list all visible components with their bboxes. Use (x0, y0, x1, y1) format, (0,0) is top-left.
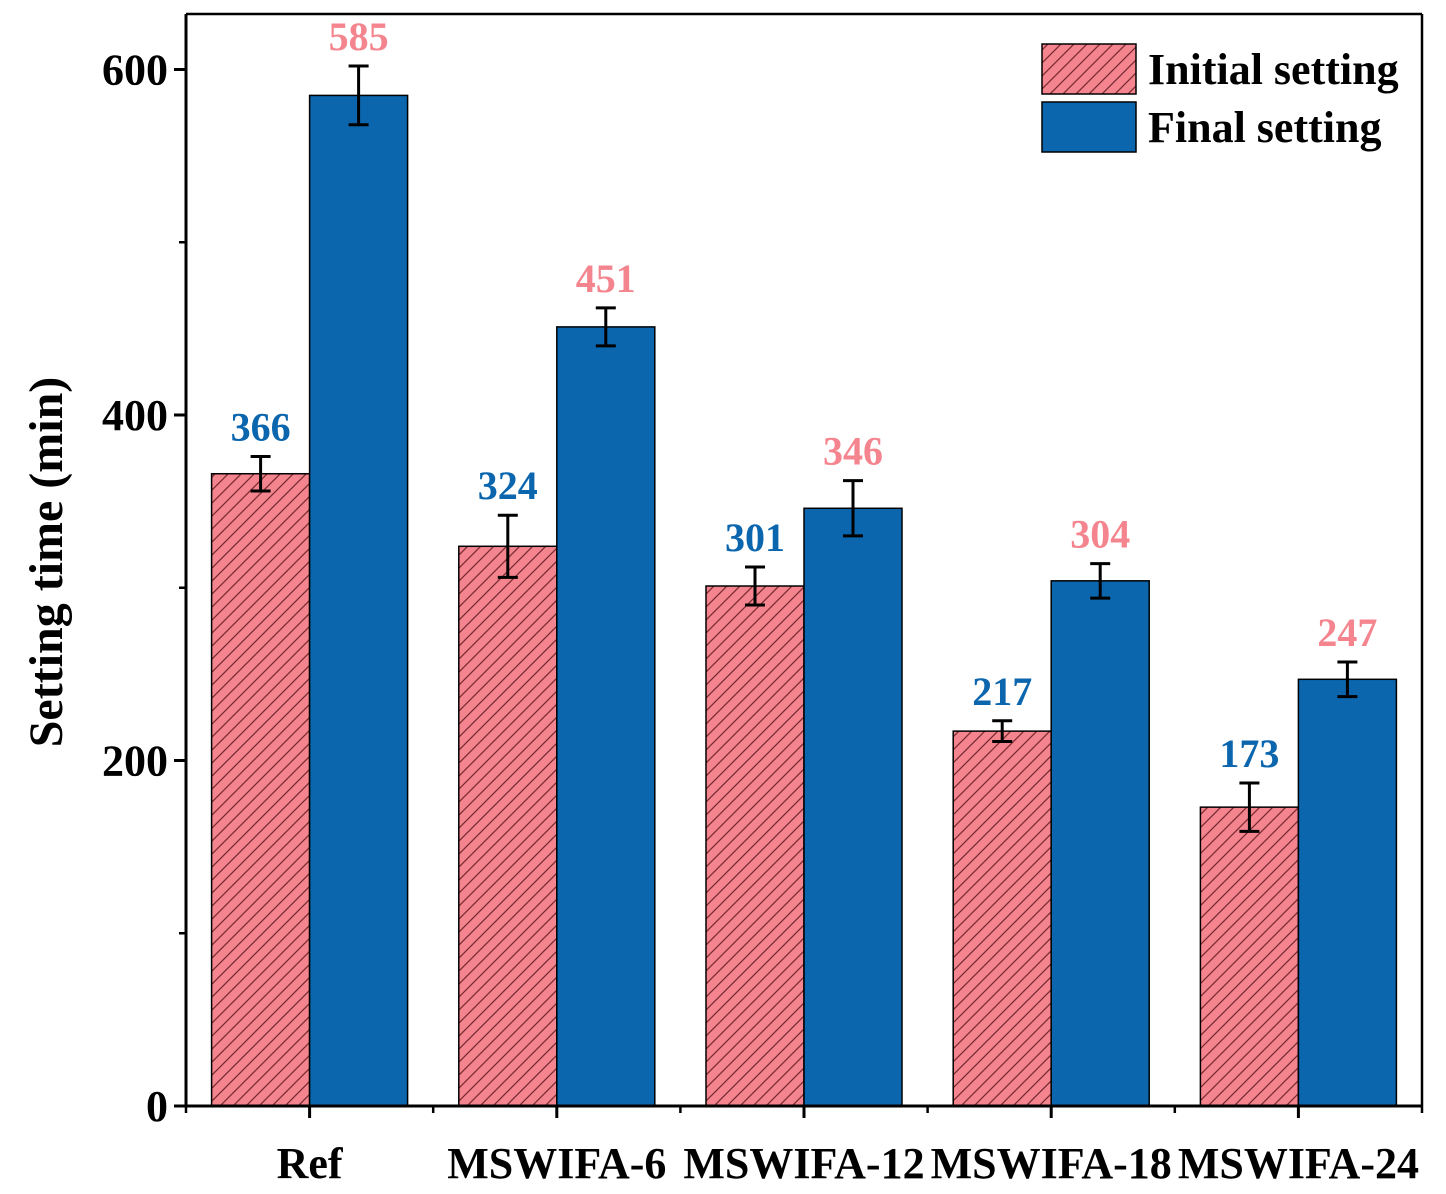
data-label: 173 (1219, 731, 1279, 776)
legend-label-final: Final setting (1148, 103, 1381, 152)
data-label: 451 (576, 256, 636, 301)
y-tick-label: 0 (146, 1082, 168, 1131)
bar-final-ref (308, 94, 409, 1107)
y-axis-title: Setting time (min) (20, 377, 73, 748)
x-tick-label: MSWIFA-12 (683, 1139, 924, 1188)
data-label: 346 (823, 429, 883, 474)
x-tick-label: MSWIFA-24 (1178, 1139, 1419, 1188)
data-label: 324 (478, 463, 538, 508)
legend-swatch-initial (1041, 43, 1137, 95)
legend-swatch-final (1041, 101, 1137, 153)
bar-final-mswifa-12 (803, 507, 903, 1107)
bar-final-mswifa-18 (1050, 580, 1150, 1107)
legend: Initial setting Final setting (1041, 43, 1399, 153)
y-tick-label: 400 (102, 391, 168, 440)
bar-initial-mswifa-12 (705, 585, 805, 1107)
x-tick-label: MSWIFA-6 (447, 1139, 666, 1188)
y-tick-label: 200 (102, 737, 168, 786)
bar-final-mswifa-24 (1297, 678, 1398, 1107)
bar-initial-ref (210, 472, 311, 1107)
data-label: 217 (972, 669, 1032, 714)
data-label: 585 (329, 14, 389, 59)
bar-initial-mswifa-24 (1199, 806, 1300, 1107)
data-label: 304 (1070, 512, 1130, 557)
x-tick-label: Ref (277, 1139, 344, 1188)
x-tick-label: MSWIFA-18 (931, 1139, 1172, 1188)
data-label: 366 (231, 404, 291, 449)
bar-final-mswifa-6 (556, 326, 656, 1107)
bar-initial-mswifa-18 (952, 730, 1052, 1107)
y-tick-label: 600 (102, 46, 168, 95)
bar-initial-mswifa-6 (458, 545, 558, 1107)
data-label: 247 (1317, 610, 1377, 655)
legend-label-initial: Initial setting (1148, 45, 1399, 94)
plot-area: 366 585 324 451 301 346 217 304 173 247 0 200 400 600… (102, 12, 1424, 1188)
data-label: 301 (725, 515, 785, 560)
